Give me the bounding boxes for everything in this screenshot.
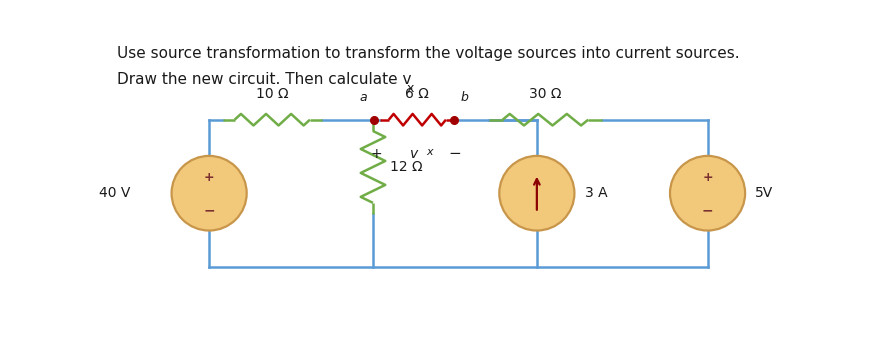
Text: a: a	[359, 91, 367, 104]
Ellipse shape	[670, 156, 745, 231]
Text: −: −	[702, 203, 714, 217]
Text: 3 A: 3 A	[585, 186, 607, 200]
Text: b: b	[461, 91, 469, 104]
Text: Use source transformation to transform the voltage sources into current sources.: Use source transformation to transform t…	[117, 46, 739, 61]
Text: +: +	[204, 171, 214, 184]
Ellipse shape	[172, 156, 247, 231]
Text: 10 Ω: 10 Ω	[256, 87, 289, 101]
Text: 5V: 5V	[755, 186, 774, 200]
Text: −: −	[204, 203, 215, 217]
Text: 12 Ω: 12 Ω	[390, 160, 423, 174]
Text: +: +	[371, 147, 382, 161]
Text: +: +	[702, 171, 713, 184]
Text: 40 V: 40 V	[100, 186, 130, 200]
Text: −: −	[448, 146, 462, 161]
Text: Draw the new circuit. Then calculate v: Draw the new circuit. Then calculate v	[117, 72, 411, 87]
Text: x: x	[426, 147, 433, 157]
Text: 30 Ω: 30 Ω	[529, 87, 562, 101]
Text: v: v	[410, 147, 418, 161]
Ellipse shape	[500, 156, 574, 231]
Text: 6 Ω: 6 Ω	[405, 87, 429, 101]
Text: x: x	[407, 81, 414, 94]
